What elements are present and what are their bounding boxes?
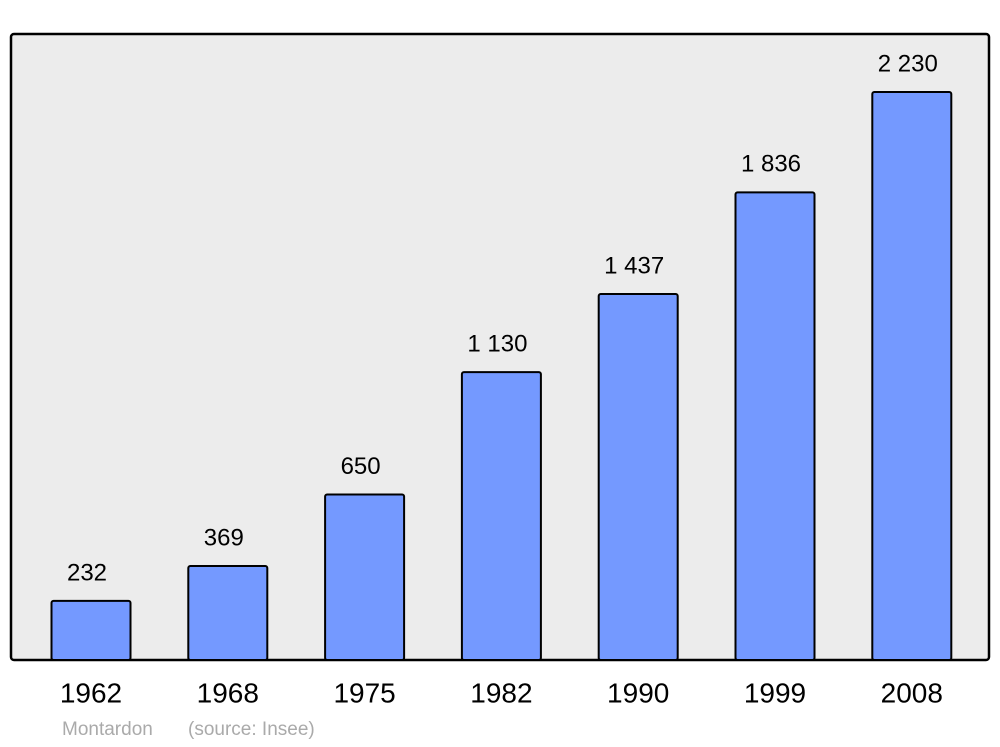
value-label: 1 437 [604,252,664,279]
bar [324,493,406,661]
bar [871,91,953,661]
x-tick-label: 1982 [470,677,532,708]
value-label: 1 836 [741,151,801,178]
bar [734,191,816,661]
value-label: 650 [341,453,381,480]
x-tick-label: 1962 [60,677,122,708]
x-tick-label: 2008 [881,677,943,708]
bar [187,565,269,662]
value-label: 232 [67,559,107,586]
x-tick-label: 1975 [333,677,395,708]
bar [50,599,132,662]
x-tick-label: 1999 [744,677,806,708]
bar [460,371,542,661]
bar [597,292,679,661]
footnote-place: Montardon [62,719,153,740]
x-tick-label: 1968 [197,677,259,708]
value-label: 2 230 [878,50,938,77]
value-label: 369 [204,524,244,551]
value-label: 1 130 [467,331,527,358]
x-tick-label: 1990 [607,677,669,708]
footnote-source: (source: Insee) [188,719,315,740]
